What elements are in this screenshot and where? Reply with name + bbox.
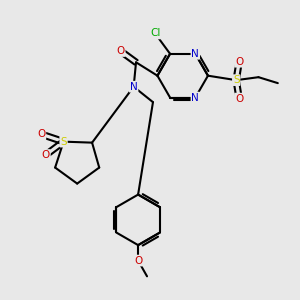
Text: S: S — [60, 136, 67, 147]
Text: O: O — [116, 46, 125, 56]
Text: O: O — [134, 256, 142, 266]
Text: N: N — [130, 82, 137, 92]
Text: O: O — [235, 94, 243, 103]
Text: N: N — [191, 93, 199, 103]
Text: O: O — [42, 150, 50, 160]
Text: S: S — [233, 75, 239, 85]
Text: N: N — [191, 49, 199, 59]
Text: O: O — [37, 129, 45, 139]
Text: O: O — [235, 57, 243, 67]
Text: Cl: Cl — [150, 28, 160, 38]
